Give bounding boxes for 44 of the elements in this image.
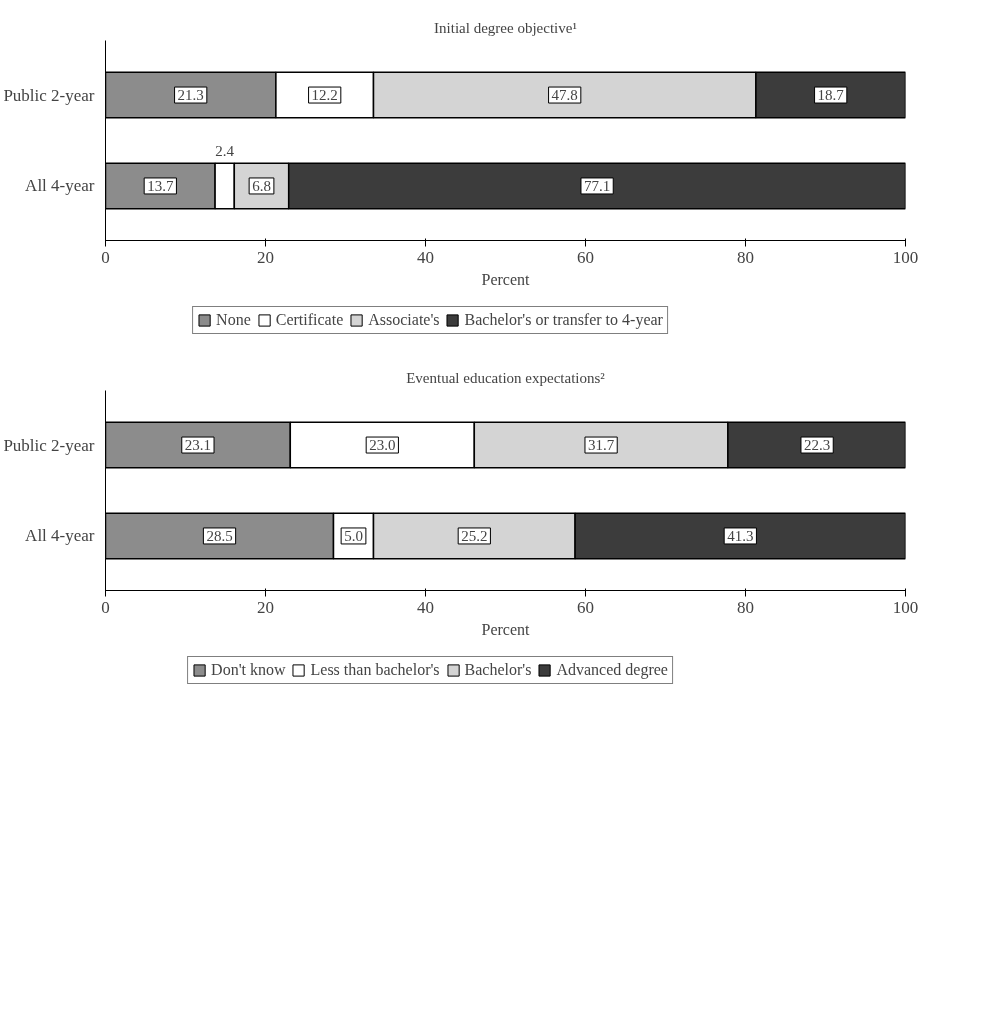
data-label: 23.0 (369, 437, 396, 454)
x-tick-label: 0 (101, 247, 110, 267)
x-axis-title: Percent (481, 270, 531, 288)
x-tick-label: 100 (892, 247, 919, 267)
data-label: 47.8 (551, 87, 578, 104)
data-label: 25.2 (461, 527, 488, 544)
data-label: 22.3 (803, 437, 831, 454)
legend-label: Bachelor's (464, 661, 532, 679)
data-label: 12.2 (311, 87, 338, 104)
data-label: 2.4 (215, 143, 235, 160)
data-label: 41.3 (727, 527, 754, 544)
chart-title: Initial degree objective¹ (434, 19, 577, 36)
y-tick-label: All 4-year (25, 526, 95, 546)
x-axis-title: Percent (481, 620, 531, 638)
data-label: 28.5 (206, 527, 233, 544)
x-tick-label: 60 (577, 247, 594, 267)
legend-label: Associate's (368, 311, 440, 329)
chart-title: Eventual education expectations² (406, 369, 606, 386)
x-tick-label: 100 (892, 597, 919, 617)
x-tick-label: 40 (417, 247, 434, 267)
x-tick-label: 20 (257, 247, 274, 267)
data-label: 21.3 (177, 87, 204, 104)
x-tick-label: 20 (257, 597, 274, 617)
legend-label: Less than bachelor's (310, 661, 440, 679)
legend-label: Certificate (275, 311, 344, 329)
y-tick-label: Public 2-year (3, 85, 95, 105)
data-label: 13.7 (147, 177, 174, 194)
legend-label: Advanced degree (556, 661, 668, 679)
y-tick-label: Public 2-year (3, 435, 95, 455)
data-label: 31.7 (587, 437, 615, 454)
data-label: 18.7 (817, 87, 845, 104)
legend-label: Don't know (211, 661, 286, 679)
data-label: 6.8 (252, 177, 271, 194)
legend-label: Bachelor's or transfer to 4-year (464, 311, 663, 329)
y-tick-label: All 4-year (25, 176, 95, 196)
x-tick-label: 40 (417, 597, 434, 617)
data-label: 77.1 (583, 177, 611, 194)
legend-label: None (216, 311, 251, 329)
data-label: 23.1 (184, 437, 212, 454)
x-tick-label: 80 (737, 247, 754, 267)
x-tick-label: 0 (101, 597, 110, 617)
data-label: 5.0 (344, 527, 363, 544)
x-tick-label: 80 (737, 597, 754, 617)
x-tick-label: 60 (577, 597, 594, 617)
